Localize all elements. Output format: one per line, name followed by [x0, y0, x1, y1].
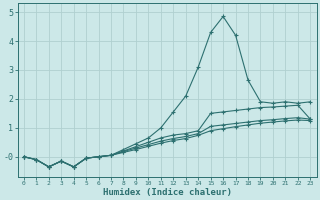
X-axis label: Humidex (Indice chaleur): Humidex (Indice chaleur): [103, 188, 232, 197]
